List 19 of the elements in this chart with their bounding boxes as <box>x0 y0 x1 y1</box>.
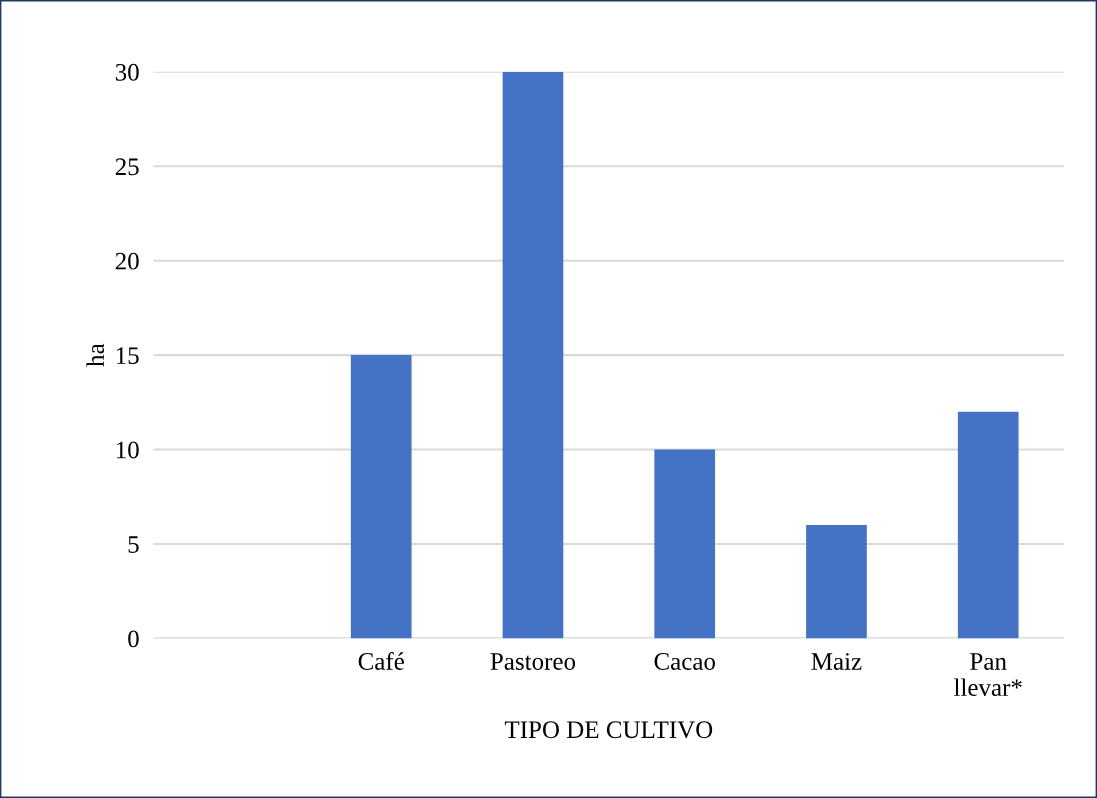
y-tick-label: 5 <box>128 536 139 553</box>
bar <box>654 449 716 639</box>
y-tick-label: 10 <box>116 441 139 459</box>
x-tick-label: Pastoreo <box>490 653 576 670</box>
bar <box>957 411 1019 639</box>
x-tick-label: Pan llevar* <box>954 653 1022 697</box>
bar <box>806 525 867 639</box>
y-tick-label: 30 <box>115 63 139 81</box>
y-tick-label: 0 <box>128 630 139 648</box>
bar <box>350 355 412 639</box>
bar <box>502 71 564 639</box>
x-tick-label: Café <box>358 652 404 670</box>
y-tick-label: 25 <box>115 158 139 176</box>
x-axis-title: TIPO DE CULTIVO <box>504 721 713 739</box>
x-tick-label: Cacao <box>654 653 715 670</box>
x-tick-label: Maiz <box>811 653 862 670</box>
y-axis-title: ha <box>86 343 105 367</box>
y-tick-label: 20 <box>115 252 139 270</box>
y-tick-label: 15 <box>116 347 139 365</box>
